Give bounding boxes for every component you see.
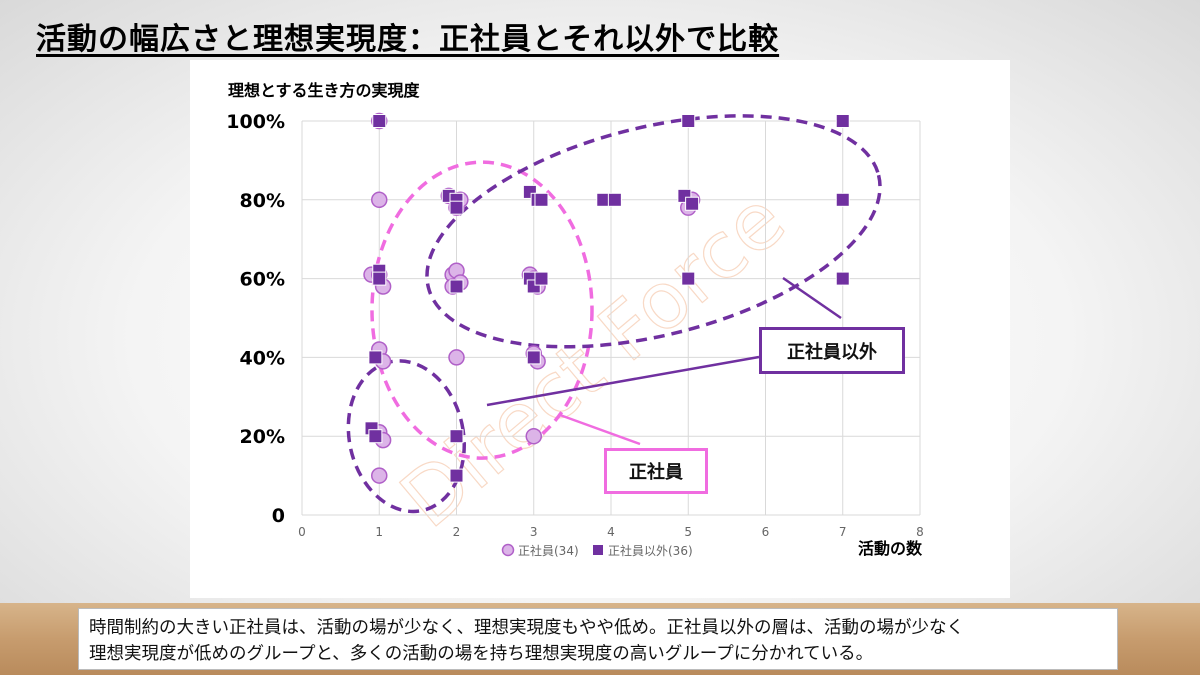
data-point-non-regular — [449, 200, 464, 215]
data-point-regular — [371, 467, 388, 484]
y-tick-label: 40% — [240, 347, 285, 369]
data-point-non-regular — [368, 350, 383, 365]
caption-line-2: 理想実現度が低めのグループと、多くの活動の場を持ち理想実現度の高いグループに分か… — [89, 644, 874, 664]
data-point-regular — [525, 427, 542, 445]
data-point-non-regular — [449, 429, 464, 444]
y-tick-label: 100% — [226, 111, 285, 133]
data-point-regular — [371, 191, 388, 209]
callout-non-regular: 正社員以外 — [759, 327, 905, 374]
caption-line-1: 時間制約の大きい正社員は、活動の場が少なく、理想実現度もやや低め。正社員以外の層… — [89, 618, 964, 638]
x-tick-label: 2 — [453, 525, 461, 539]
data-point-non-regular — [449, 279, 464, 294]
x-axis-label: 活動の数 — [858, 539, 923, 558]
data-point-non-regular — [534, 271, 549, 286]
y-tick-label: 0 — [272, 505, 285, 527]
data-point-non-regular — [534, 192, 549, 207]
data-point-non-regular — [835, 114, 850, 128]
data-point-non-regular — [685, 196, 700, 211]
x-tick-label: 5 — [684, 525, 692, 539]
data-point-non-regular — [372, 271, 387, 286]
regular-group-ellipse — [370, 160, 594, 460]
x-tick-label: 0 — [298, 525, 306, 539]
data-point-non-regular — [607, 192, 622, 207]
legend-label-non-regular: 正社員以外(36) — [608, 543, 693, 558]
legend-marker-regular — [501, 543, 515, 557]
data-point-non-regular — [449, 468, 464, 483]
data-point-non-regular — [835, 192, 850, 207]
data-point-non-regular — [681, 271, 696, 286]
data-point-non-regular — [835, 271, 850, 286]
y-tick-label: 20% — [240, 426, 285, 448]
connector-line-low — [486, 355, 760, 407]
data-point-non-regular — [596, 192, 611, 207]
y-tick-label: 80% — [240, 190, 285, 212]
legend-marker-non-regular — [593, 545, 603, 555]
x-tick-label: 8 — [916, 525, 924, 539]
x-tick-label: 3 — [530, 525, 538, 539]
y-tick-label: 60% — [240, 269, 285, 291]
connector-line-regular — [559, 413, 641, 446]
legend-label-regular: 正社員(34) — [518, 543, 579, 558]
x-tick-label: 4 — [607, 525, 615, 539]
data-point-non-regular — [372, 114, 387, 128]
slide-title: 活動の幅広さと理想実現度：正社員とそれ以外で比較 — [36, 22, 780, 57]
x-tick-label: 7 — [839, 525, 847, 539]
x-tick-label: 1 — [375, 525, 383, 539]
data-point-non-regular — [681, 114, 696, 128]
connector-line-high — [782, 276, 842, 320]
data-point-regular — [448, 349, 465, 366]
caption-box: 時間制約の大きい正社員は、活動の場が少なく、理想実現度もやや低め。正社員以外の層… — [78, 608, 1118, 670]
data-point-non-regular — [526, 350, 541, 365]
x-tick-label: 6 — [762, 525, 770, 539]
y-axis-label: 理想とする生き方の実現度 — [228, 81, 421, 100]
data-point-non-regular — [368, 429, 383, 444]
callout-regular: 正社員 — [604, 448, 708, 494]
